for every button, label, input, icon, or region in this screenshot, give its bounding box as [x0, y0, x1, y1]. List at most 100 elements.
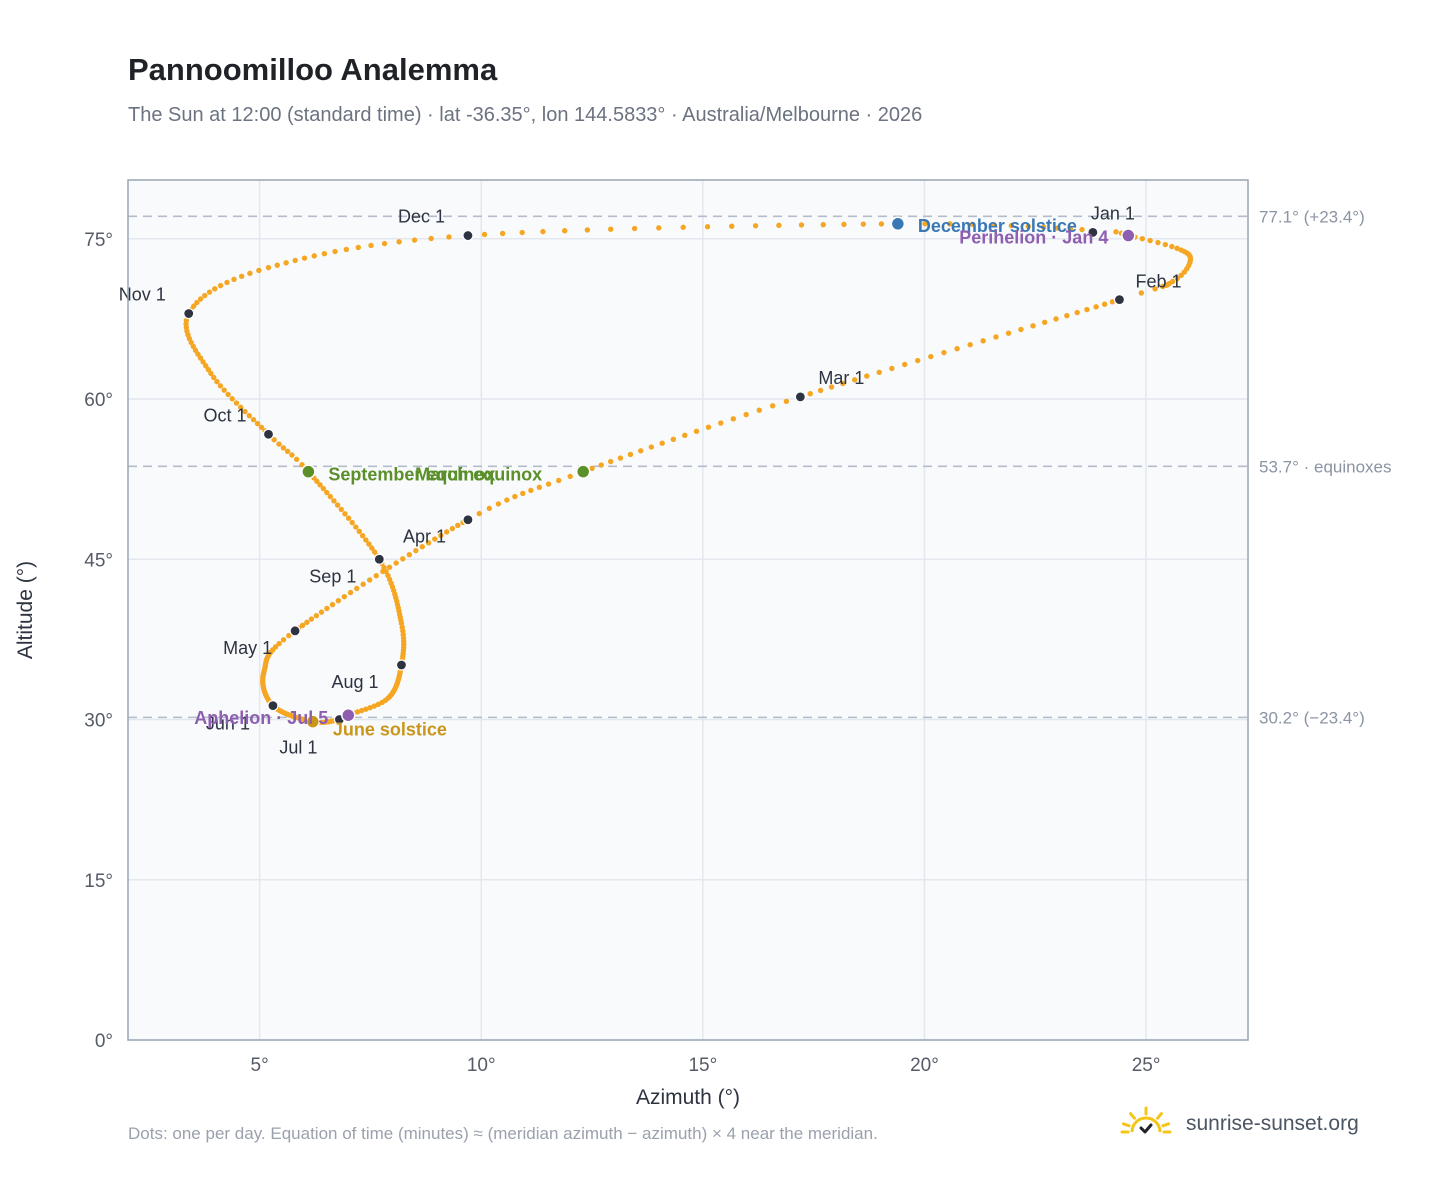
event-marker	[305, 714, 321, 729]
day-dot	[331, 498, 337, 504]
day-dot	[217, 383, 224, 389]
day-dot	[1113, 229, 1119, 235]
footnote: Dots: one per day. Equation of time (min…	[128, 1124, 878, 1143]
day-dot	[208, 370, 214, 377]
day-dot	[338, 506, 344, 513]
day-dot	[371, 549, 378, 555]
day-dot	[334, 502, 341, 508]
month-marker-label: May 1	[223, 638, 272, 658]
chart-title: Pannoomilloo Analemma	[128, 52, 498, 87]
day-dot	[276, 441, 282, 447]
sun-ray	[1129, 1112, 1136, 1120]
day-dot	[318, 609, 325, 615]
day-dot	[320, 485, 327, 492]
day-dot	[347, 589, 354, 596]
event-marker-label: June solstice	[333, 720, 447, 740]
day-dot	[1054, 225, 1061, 231]
day-dot	[432, 536, 438, 542]
day-dot	[840, 380, 846, 387]
day-dot	[283, 260, 289, 266]
event-marker	[301, 464, 316, 479]
day-dot	[1030, 323, 1036, 329]
month-marker	[262, 428, 275, 440]
day-dot	[915, 357, 921, 364]
event-marker-label: March equinox	[415, 465, 542, 485]
day-dot	[225, 391, 231, 398]
y-tick-label: 75°	[84, 230, 113, 251]
day-dot	[598, 462, 604, 468]
day-dot	[648, 444, 655, 450]
day-dot	[776, 222, 782, 229]
event-marker	[890, 216, 906, 232]
y-tick-label: 15°	[84, 871, 113, 892]
day-dot	[520, 490, 526, 497]
day-dot	[276, 640, 282, 647]
day-dot	[536, 484, 543, 491]
day-dot	[284, 448, 291, 454]
day-dot	[280, 445, 287, 451]
day-dot	[841, 221, 847, 228]
day-dot	[256, 267, 262, 274]
chart-subtitle: The Sun at 12:00 (standard time) · lat -…	[128, 104, 923, 126]
day-dot	[922, 221, 928, 227]
day-dot	[631, 225, 638, 232]
day-dot	[393, 560, 399, 566]
day-dot	[876, 369, 882, 375]
day-dot	[353, 524, 359, 530]
day-dot	[820, 221, 826, 228]
month-marker	[794, 391, 806, 403]
day-dot	[756, 407, 762, 413]
day-dot	[363, 537, 369, 543]
day-dot	[1079, 226, 1085, 233]
x-tick-label: 25°	[1132, 1055, 1161, 1076]
day-dot	[993, 334, 999, 340]
month-marker-label: Oct 1	[203, 405, 246, 425]
day-dot	[265, 264, 272, 271]
day-dot	[345, 515, 352, 521]
day-dot	[286, 632, 292, 639]
day-dot	[659, 440, 665, 446]
day-dot	[1093, 304, 1099, 310]
day-dot	[400, 556, 406, 562]
sun-ray	[1161, 1122, 1171, 1128]
day-dot	[254, 420, 261, 427]
day-dot	[363, 706, 369, 712]
sun-ray	[1121, 1122, 1131, 1128]
day-dot	[327, 493, 334, 500]
x-tick-label: 15°	[688, 1055, 717, 1076]
y-tick-label: 60°	[84, 390, 113, 411]
day-dot	[902, 361, 908, 368]
day-dot	[969, 221, 976, 227]
day-dot	[381, 564, 387, 571]
day-dot	[354, 585, 360, 592]
event-marker-label: Perihelion · Jan 4	[959, 228, 1108, 248]
event-marker-label: September equinox	[328, 465, 495, 485]
day-dot	[512, 493, 518, 500]
day-dot	[428, 235, 434, 242]
day-dot	[495, 501, 502, 507]
brand-link[interactable]: sunrise-sunset.org	[1120, 1102, 1359, 1146]
day-dot	[205, 366, 212, 373]
day-dot	[1067, 226, 1074, 232]
day-dot	[1005, 330, 1012, 336]
day-dot	[329, 601, 336, 608]
day-dot	[386, 564, 393, 570]
day-dot	[200, 359, 206, 365]
day-dot	[369, 545, 375, 551]
day-dot	[607, 458, 614, 465]
day-dot	[224, 279, 230, 286]
day-dot	[335, 597, 342, 604]
day-dot	[1008, 222, 1015, 229]
month-marker	[267, 700, 279, 712]
axes: 5° 10° 15° 20° 25° 0° 15° 30° 45° 60° 75°	[84, 230, 1160, 1076]
day-dot	[504, 497, 510, 503]
day-dot	[238, 404, 244, 411]
day-dot	[191, 303, 197, 309]
day-dot	[317, 482, 323, 488]
day-dot	[308, 616, 315, 622]
day-dot	[545, 481, 552, 487]
event-marker	[341, 707, 356, 723]
day-dot	[246, 412, 252, 419]
brand-name: sunrise-sunset.org	[1186, 1112, 1359, 1135]
y-tick-label: 45°	[84, 550, 113, 571]
